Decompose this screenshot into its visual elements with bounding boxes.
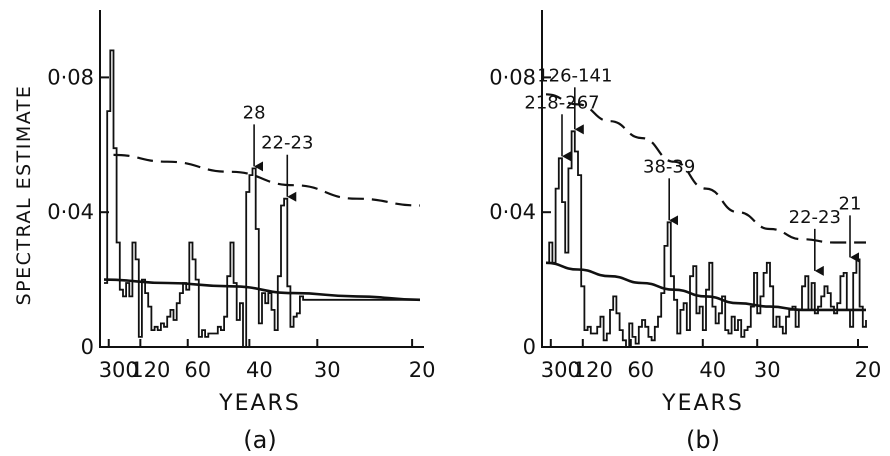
x-axis-label: YEARS (661, 391, 744, 416)
y-tick-label: 0 (523, 335, 536, 359)
annotation-label: 22-23 (261, 133, 313, 154)
annotation-label: 28 (243, 102, 266, 123)
x-tick-label: 40 (699, 358, 726, 382)
y-axis-title: SPECTRAL ESTIMATE (13, 85, 35, 306)
smooth-background-line (545, 261, 866, 312)
x-tick-label: 120 (130, 358, 170, 382)
spectrum-step-line (104, 49, 420, 348)
y-tick-label: 0·08 (489, 65, 536, 89)
y-tick-label: 0·04 (47, 200, 94, 224)
y-tick-label: 0·08 (47, 65, 94, 89)
annotation-label: 38-39 (643, 156, 695, 177)
y-tick-label: 0 (81, 335, 94, 359)
annotations: 28 22-23 (243, 102, 313, 202)
panel-label: (b) (686, 426, 720, 454)
x-tick-label: 30 (314, 358, 341, 382)
y-ticks: 0 0·04 0·08 (47, 65, 109, 359)
x-axis-label: YEARS (218, 391, 301, 416)
x-tick-label: 300 (541, 358, 581, 382)
y-tick-label: 0·04 (489, 200, 536, 224)
x-tick-label: 120 (573, 358, 613, 382)
spectrum-step-line (546, 130, 867, 348)
annotation-label: 21 (839, 193, 862, 214)
x-tick-label: 60 (184, 358, 211, 382)
x-tick-label: 40 (246, 358, 273, 382)
annotation-label: 22-23 (789, 207, 841, 228)
smooth-background-line (103, 278, 421, 302)
x-tick-label: 20 (409, 358, 436, 382)
x-tick-label: 20 (855, 358, 882, 382)
series-group (103, 49, 421, 348)
x-tick-label: 300 (99, 358, 139, 382)
annotation-label: 218-267 (524, 92, 599, 113)
confidence-dashed-line (545, 93, 866, 244)
y-ticks: 0 0·04 0·08 (489, 65, 551, 359)
x-tick-label: 60 (627, 358, 654, 382)
x-tick-label: 30 (754, 358, 781, 382)
annotation-label: 126-141 (537, 65, 612, 86)
confidence-dashed-line (113, 153, 421, 207)
series-group (545, 93, 867, 348)
panel-label: (a) (243, 426, 276, 454)
